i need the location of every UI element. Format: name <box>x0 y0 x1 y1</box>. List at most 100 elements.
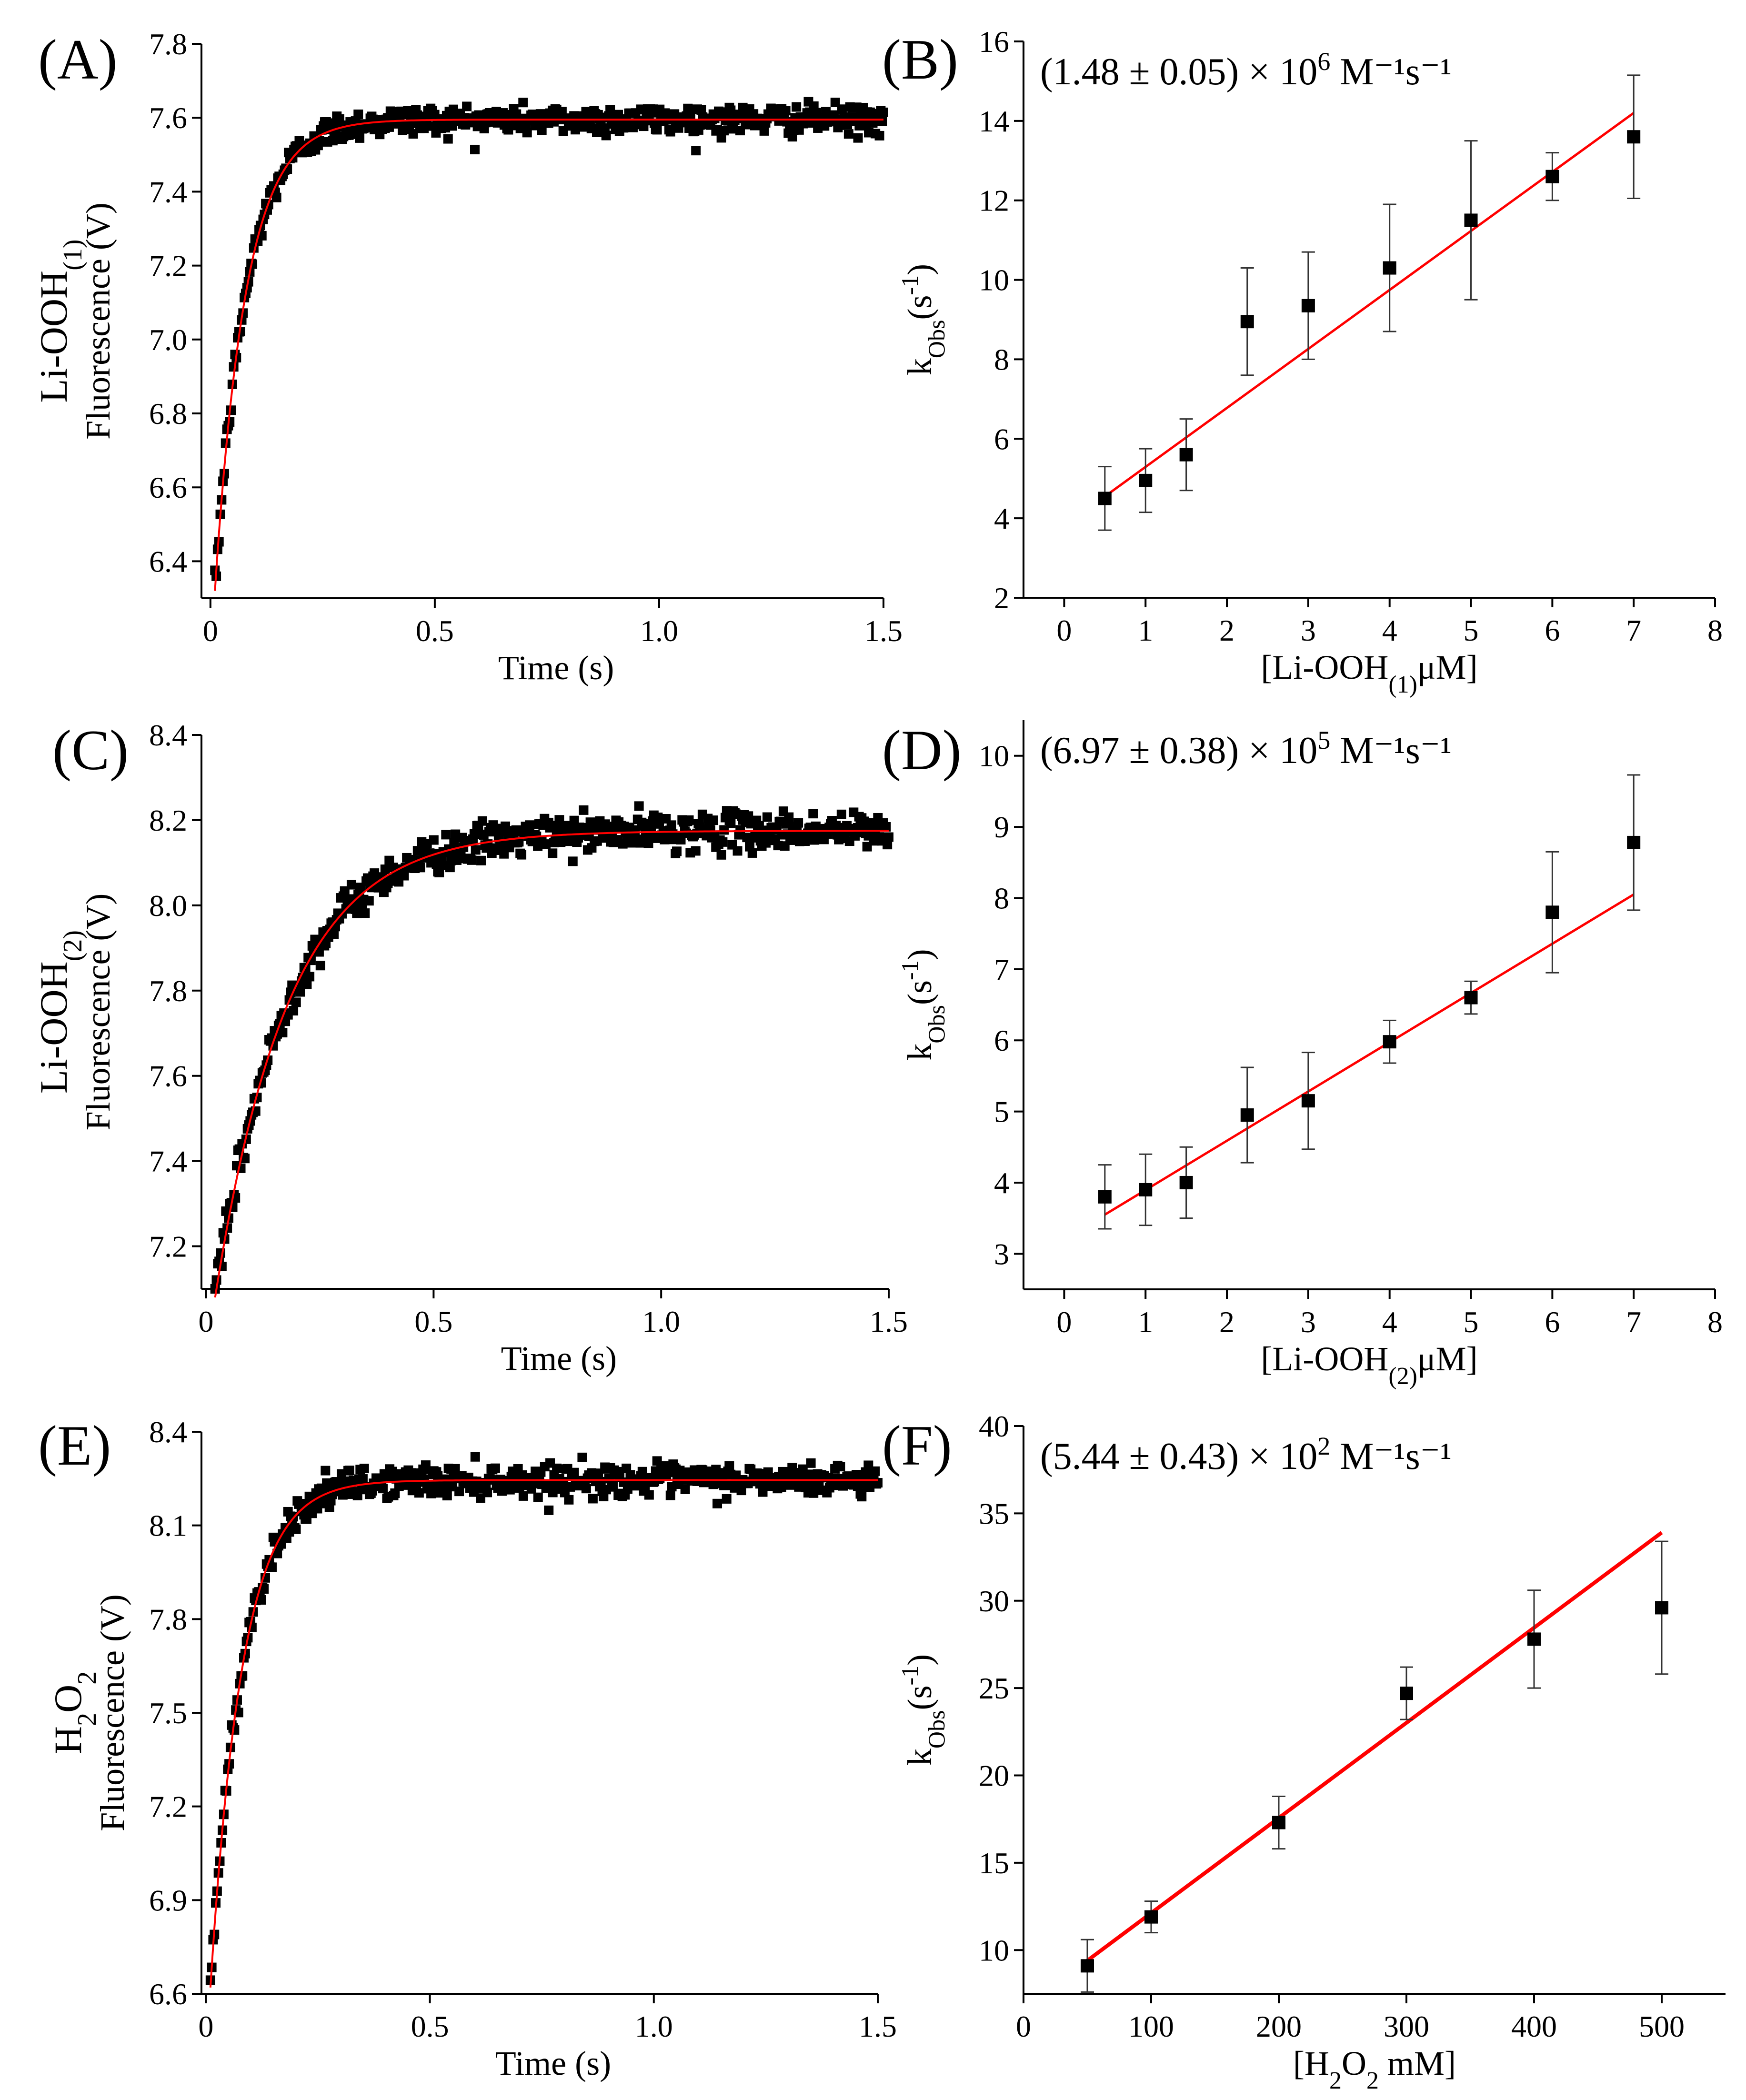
panel-2: 0 0.5 1.0 1.5 7.2 7.4 7.6 7.8 8.0 8.2 8.4 (C) Time (… <box>32 718 908 1377</box>
data-point <box>441 830 451 840</box>
data-point <box>831 821 841 831</box>
panel-label: (B) <box>882 28 958 91</box>
x-axis-title: [H2O2 mM] <box>1293 2044 1456 2094</box>
y-tick-label: 7.4 <box>149 1145 187 1178</box>
rate-annotation: (1.48 ± 0.05) × 106 M⁻¹s⁻¹ <box>1040 47 1452 93</box>
data-point <box>267 1562 277 1572</box>
y-tick-label: 25 <box>979 1671 1009 1705</box>
x-axis-title: Time (s) <box>498 649 614 687</box>
data-point <box>329 929 339 939</box>
data-point <box>870 1466 880 1476</box>
data-point <box>601 131 611 141</box>
data-point <box>691 846 701 856</box>
y-axis-title-compound: Li-OOH(1) <box>32 239 88 402</box>
y-tick-label: 8 <box>994 342 1009 376</box>
x-tick-label: 0.5 <box>416 614 454 648</box>
data-point <box>608 1482 618 1492</box>
y-axis-title: kObs(s-1) <box>896 1654 950 1766</box>
data-point <box>1301 1094 1315 1108</box>
y-tick-label: 7.2 <box>149 249 187 283</box>
data-point <box>644 1490 654 1500</box>
data-point <box>804 1469 814 1479</box>
data-point <box>505 1485 515 1495</box>
data-point <box>634 801 644 811</box>
x-tick-label: 3 <box>1301 1305 1316 1339</box>
data-point <box>884 832 893 842</box>
data-point <box>302 979 312 989</box>
x-tick-label: 0 <box>1056 1305 1072 1339</box>
data-point <box>447 121 457 131</box>
data-point <box>733 846 743 856</box>
data-point <box>226 405 236 415</box>
data-point <box>716 133 726 143</box>
y-tick-label: 8.1 <box>149 1509 187 1543</box>
data-point <box>1240 315 1254 329</box>
data-point <box>684 815 694 825</box>
fit-line <box>1104 112 1635 498</box>
x-axis-title: Time (s) <box>495 2044 611 2082</box>
data-point <box>1655 1601 1668 1615</box>
x-tick-label: 0 <box>198 2010 213 2043</box>
data-point <box>477 816 487 826</box>
x-tick-label: 8 <box>1707 613 1723 647</box>
data-point <box>735 825 745 835</box>
data-point <box>256 1595 266 1605</box>
data-point <box>837 104 847 114</box>
data-point <box>808 809 818 819</box>
data-point <box>792 102 802 112</box>
data-point <box>1081 1959 1094 1973</box>
y-tick-label: 5 <box>994 1095 1009 1129</box>
data-point <box>367 1486 377 1496</box>
data-point <box>429 835 439 845</box>
y-tick-label: 6.8 <box>149 397 187 431</box>
data-point <box>454 1487 464 1497</box>
data-point <box>1383 1035 1396 1049</box>
x-tick-label: 1.0 <box>642 1305 680 1338</box>
x-tick-label: 8 <box>1707 1305 1723 1339</box>
y-tick-label: 4 <box>994 502 1009 535</box>
x-tick-label: 0.5 <box>411 2010 449 2043</box>
y-tick-label: 9 <box>994 810 1009 844</box>
panel-0: 0 0.5 1.0 1.5 6.4 6.6 6.8 7.0 7.2 7.4 7.6 7.8 (A) Tim… <box>32 27 903 687</box>
data-point <box>708 815 718 825</box>
y-tick-label: 10 <box>979 739 1009 773</box>
x-tick-label: 0 <box>1016 2010 1031 2043</box>
y-tick-label: 8.4 <box>149 718 187 752</box>
data-point <box>359 1464 369 1474</box>
y-tick-label: 2 <box>994 581 1009 615</box>
data-point <box>747 848 757 858</box>
data-point <box>672 846 682 856</box>
data-point <box>781 106 791 116</box>
x-axis-title: [Li-OOH(2)μM] <box>1261 1340 1477 1390</box>
data-point <box>271 192 281 202</box>
data-point <box>793 818 803 828</box>
y-tick-label: 7.0 <box>149 323 187 357</box>
panel-3: 0 1 2 3 4 5 6 7 8 3 4 5 6 7 8 9 10 (D) (6.97 ± 0.38) × 105… <box>882 718 1723 1390</box>
data-point <box>470 144 480 154</box>
x-tick-label: 5 <box>1464 1305 1479 1339</box>
data-point <box>579 805 589 815</box>
y-tick-label: 8 <box>994 881 1009 915</box>
data-point <box>278 1027 288 1037</box>
data-point <box>680 1484 690 1494</box>
data-point <box>525 820 535 830</box>
data-point <box>360 908 370 918</box>
data-point <box>544 1505 554 1515</box>
data-point <box>1464 213 1478 227</box>
panel-label: (D) <box>882 718 962 782</box>
fit-line <box>209 1479 878 1988</box>
x-tick-label: 0 <box>1056 613 1072 647</box>
data-point <box>238 1671 248 1681</box>
data-point <box>1383 261 1396 275</box>
y-tick-label: 7.6 <box>149 101 187 135</box>
x-tick-label: 4 <box>1382 613 1397 647</box>
y-tick-label: 20 <box>979 1759 1009 1793</box>
data-point <box>364 896 374 906</box>
data-point <box>548 1487 558 1497</box>
data-point <box>1301 299 1315 312</box>
data-point <box>1464 991 1478 1005</box>
x-tick-label: 4 <box>1382 1305 1397 1339</box>
data-point <box>857 1492 867 1502</box>
data-point <box>378 1484 388 1494</box>
